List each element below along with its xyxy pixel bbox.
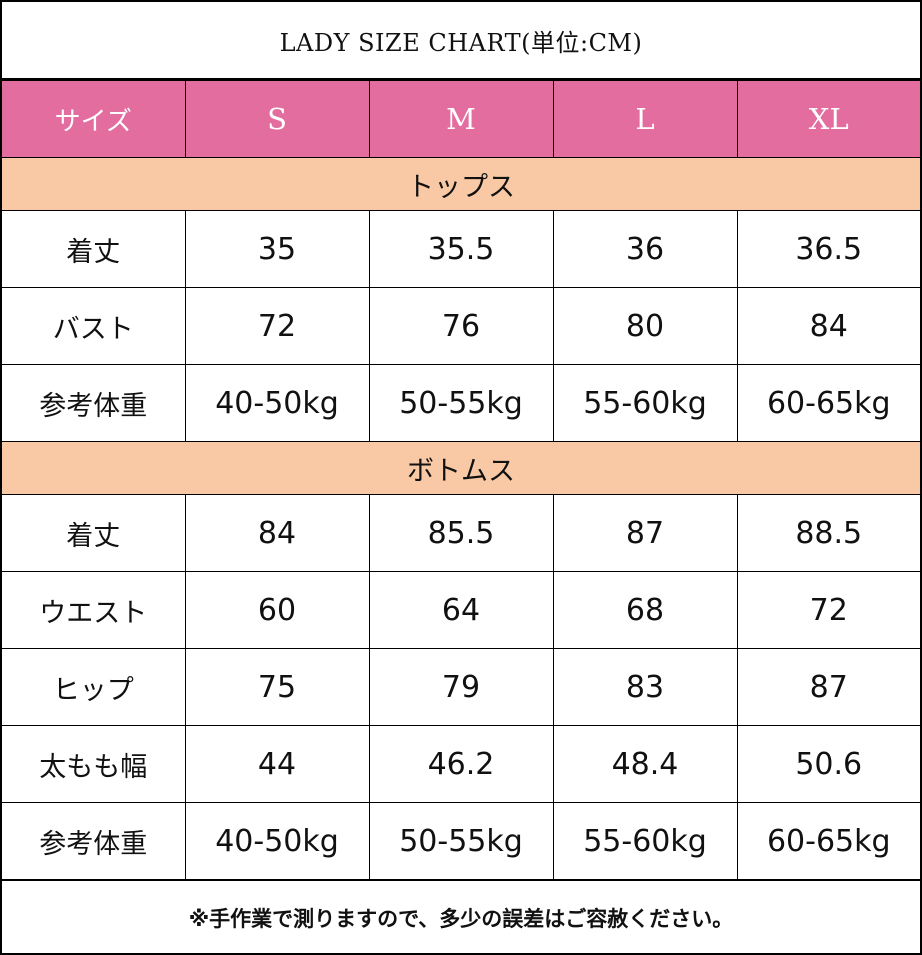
table-row: 着丈 84 85.5 87 88.5 — [2, 494, 920, 572]
cell-value: 44 — [184, 725, 370, 803]
cell-value: 55-60kg — [552, 364, 738, 442]
header-size-xl: XL — [736, 80, 920, 158]
cell-value: 80 — [552, 287, 738, 365]
cell-value: 40-50kg — [184, 802, 370, 880]
row-label: ヒップ — [2, 648, 186, 726]
cell-value: 76 — [368, 287, 554, 365]
section-row-tops: トップス — [2, 157, 920, 211]
header-size-l: L — [552, 80, 738, 158]
header-size-m: M — [368, 80, 554, 158]
cell-value: 87 — [736, 648, 920, 726]
table-row: 太もも幅 44 46.2 48.4 50.6 — [2, 725, 920, 803]
cell-value: 72 — [184, 287, 370, 365]
cell-value: 60-65kg — [736, 364, 920, 442]
row-label: ウエスト — [2, 571, 186, 649]
cell-value: 72 — [736, 571, 920, 649]
cell-value: 50-55kg — [368, 802, 554, 880]
cell-value: 50-55kg — [368, 364, 554, 442]
row-label: 参考体重 — [2, 802, 186, 880]
row-label: 太もも幅 — [2, 725, 186, 803]
header-size-s: S — [184, 80, 370, 158]
cell-value: 87 — [552, 494, 738, 572]
chart-title: LADY SIZE CHART(単位:CM) — [2, 2, 920, 80]
section-title-bottoms: ボトムス — [2, 441, 920, 495]
cell-value: 60-65kg — [736, 802, 920, 880]
cell-value: 36.5 — [736, 210, 920, 288]
cell-value: 79 — [368, 648, 554, 726]
cell-value: 40-50kg — [184, 364, 370, 442]
table-row: 着丈 35 35.5 36 36.5 — [2, 210, 920, 288]
row-label: 着丈 — [2, 210, 186, 288]
section-title-tops: トップス — [2, 157, 920, 211]
table-row: ウエスト 60 64 68 72 — [2, 571, 920, 649]
row-label: 着丈 — [2, 494, 186, 572]
cell-value: 60 — [184, 571, 370, 649]
cell-value: 35 — [184, 210, 370, 288]
row-label: バスト — [2, 287, 186, 365]
section-row-bottoms: ボトムス — [2, 441, 920, 495]
cell-value: 84 — [736, 287, 920, 365]
footnote: ※手作業で測りますので、多少の誤差はご容赦ください。 — [2, 880, 920, 955]
header-size-label: サイズ — [2, 80, 186, 158]
cell-value: 55-60kg — [552, 802, 738, 880]
cell-value: 88.5 — [736, 494, 920, 572]
cell-value: 50.6 — [736, 725, 920, 803]
cell-value: 46.2 — [368, 725, 554, 803]
cell-value: 84 — [184, 494, 370, 572]
table-row: ヒップ 75 79 83 87 — [2, 648, 920, 726]
table-row: 参考体重 40-50kg 50-55kg 55-60kg 60-65kg — [2, 802, 920, 880]
table-row: バスト 72 76 80 84 — [2, 287, 920, 365]
cell-value: 64 — [368, 571, 554, 649]
header-row: サイズ S M L XL — [2, 80, 920, 158]
size-table: サイズ S M L XL トップス 着丈 35 35.5 36 36.5 バスト… — [2, 80, 920, 880]
cell-value: 48.4 — [552, 725, 738, 803]
cell-value: 68 — [552, 571, 738, 649]
cell-value: 85.5 — [368, 494, 554, 572]
table-row: 参考体重 40-50kg 50-55kg 55-60kg 60-65kg — [2, 364, 920, 442]
cell-value: 75 — [184, 648, 370, 726]
cell-value: 83 — [552, 648, 738, 726]
cell-value: 35.5 — [368, 210, 554, 288]
cell-value: 36 — [552, 210, 738, 288]
row-label: 参考体重 — [2, 364, 186, 442]
